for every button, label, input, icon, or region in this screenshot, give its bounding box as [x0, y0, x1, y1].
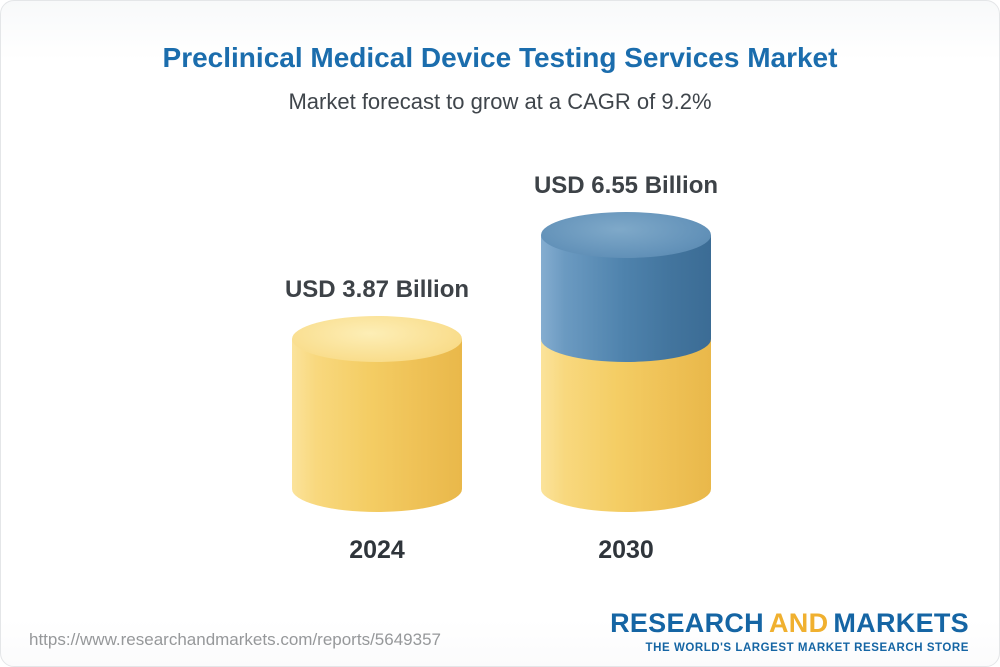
logo-wordmark: RESEARCH AND MARKETS [610, 607, 969, 638]
cylinder-top [541, 212, 711, 259]
research-and-markets-logo: RESEARCH AND MARKETS THE WORLD'S LARGEST M… [610, 607, 969, 655]
cylinder-segment-base-2024 [292, 339, 462, 512]
cylinder-top [292, 316, 462, 362]
bar-value-label: USD 6.55 Billion [533, 172, 719, 200]
cylinder-segment-base-2024-equivalent [541, 339, 711, 512]
bar-value-label: USD 3.87 Billion [284, 276, 470, 303]
page-subtitle: Market forecast to grow at a CAGR of 9.2… [288, 89, 712, 114]
page-title: Preclinical Medical Device Testing Servi… [162, 42, 838, 73]
logo-word-markets: MARKETS [833, 607, 969, 638]
bar-category-label: 2030 [598, 536, 654, 564]
logo-word-and: AND [768, 607, 829, 638]
report-url-link[interactable]: https://www.researchandmarkets.com/repor… [29, 630, 441, 649]
logo-tagline: THE WORLD'S LARGEST MARKET RESEARCH STOR… [645, 641, 969, 654]
bar-2030: USD 6.55 Billion 2030 [516, 1, 736, 666]
bar-category-label: 2024 [349, 536, 405, 564]
logo-word-research: RESEARCH [610, 607, 764, 638]
bar-2024: USD 3.87 Billion 2024 [267, 1, 487, 666]
